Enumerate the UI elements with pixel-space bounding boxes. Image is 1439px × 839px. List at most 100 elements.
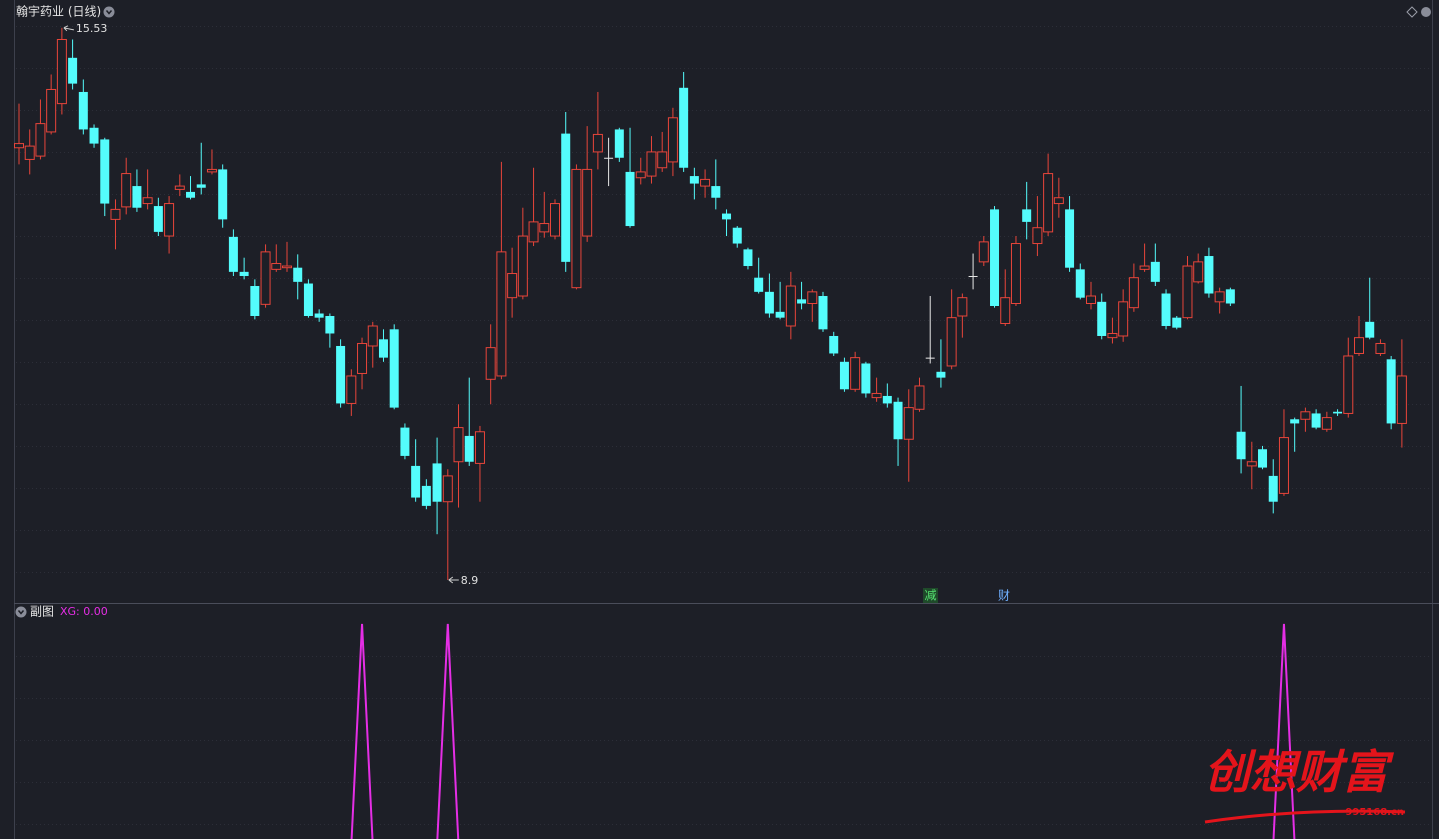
candle-body xyxy=(507,273,518,299)
watermark-swoosh xyxy=(1204,809,1406,824)
candle-body xyxy=(1278,437,1289,494)
candle-body xyxy=(764,291,774,314)
candle-body xyxy=(1343,355,1354,414)
candle-body xyxy=(293,267,303,282)
candle-body xyxy=(56,38,67,105)
candle-body xyxy=(132,186,142,208)
candle-body xyxy=(100,139,110,204)
candle-body xyxy=(592,133,603,153)
candle-body xyxy=(239,271,249,277)
candle-body xyxy=(346,375,357,404)
candle-body xyxy=(1107,332,1118,339)
candle-body xyxy=(1075,269,1085,298)
event-marker: 财 xyxy=(998,589,1010,603)
sub-dropdown-icon[interactable] xyxy=(15,606,27,618)
candle-body xyxy=(829,335,839,354)
candle-body xyxy=(743,249,753,267)
candle-body xyxy=(1053,197,1064,205)
candle-body xyxy=(1128,277,1139,309)
candle-body xyxy=(689,176,699,184)
candle-body xyxy=(604,157,614,159)
chart-title: 翰宇药业 (日线) xyxy=(16,4,101,19)
candle-body xyxy=(442,475,453,503)
candle-body xyxy=(797,299,807,304)
candle-body xyxy=(1118,301,1129,337)
candle-body xyxy=(1246,461,1257,467)
sub-title: 副图 xyxy=(30,605,54,619)
candle-body xyxy=(153,206,163,232)
candle-body xyxy=(871,392,882,399)
candle-body xyxy=(1396,375,1407,424)
candle-body xyxy=(46,88,57,133)
marker-bg xyxy=(923,588,938,603)
candle-body xyxy=(539,223,550,233)
candle-body xyxy=(78,91,88,130)
candle-body xyxy=(453,427,464,463)
candle-body xyxy=(785,285,796,327)
candle-body xyxy=(1268,475,1278,502)
dropdown-icon[interactable] xyxy=(103,6,115,18)
candle-body xyxy=(68,57,78,84)
candle-body xyxy=(1375,342,1386,354)
candle-body xyxy=(378,339,388,358)
candle-body xyxy=(625,171,635,227)
candle-body xyxy=(1032,227,1043,245)
candle-body xyxy=(990,209,1000,307)
candle-body xyxy=(496,251,507,377)
candle-body xyxy=(722,213,732,220)
candle-body xyxy=(517,235,528,297)
candle-body xyxy=(325,315,335,334)
candle-body xyxy=(1182,265,1193,319)
candle-body xyxy=(571,168,582,289)
candle-body xyxy=(1000,297,1011,324)
candle-body xyxy=(14,143,24,149)
candle-body xyxy=(271,263,282,270)
candle-body xyxy=(893,401,903,440)
candle-body xyxy=(1172,317,1182,328)
candle-body xyxy=(1258,449,1268,468)
main-grid xyxy=(14,26,1432,602)
diamond-icon[interactable] xyxy=(1406,6,1418,18)
candle-body xyxy=(1333,411,1343,414)
candle-body xyxy=(1225,289,1235,304)
candle-body xyxy=(218,169,228,220)
candle-body xyxy=(732,227,742,244)
candle-body xyxy=(1022,209,1032,222)
candle-body xyxy=(357,342,368,374)
candle-body xyxy=(839,361,849,390)
candle-body xyxy=(1300,411,1311,420)
candle-body xyxy=(925,357,935,359)
candle-body xyxy=(1204,256,1214,294)
candle-body xyxy=(700,178,711,187)
candle-body xyxy=(336,345,346,404)
candle-body xyxy=(711,186,721,198)
candle-body xyxy=(196,184,206,188)
candle-body xyxy=(754,277,764,292)
candle-body xyxy=(314,313,324,318)
candle-body xyxy=(646,151,657,177)
candle-body xyxy=(968,276,978,278)
candle-body xyxy=(957,297,968,317)
candle-body xyxy=(1290,419,1300,424)
candle-body xyxy=(679,87,689,168)
candle-body xyxy=(1365,321,1375,338)
candle-body xyxy=(978,241,989,263)
candle-body xyxy=(485,347,496,380)
candle-body xyxy=(1010,243,1021,305)
candle-body xyxy=(1321,417,1332,430)
candle-body xyxy=(775,311,785,318)
candle-body xyxy=(1097,301,1107,336)
annotation-arrow xyxy=(63,25,74,32)
candle-body xyxy=(818,296,828,330)
candle-body xyxy=(1214,291,1225,303)
candle-body xyxy=(24,145,35,160)
event-marker: 减 xyxy=(924,589,936,603)
annotation-arrow xyxy=(448,576,459,584)
candle-body xyxy=(528,221,539,243)
settings-icon[interactable] xyxy=(1421,7,1431,17)
candle-body xyxy=(550,203,560,237)
candle-body xyxy=(903,407,914,440)
candle-body xyxy=(635,171,646,179)
candle-body xyxy=(174,185,185,190)
